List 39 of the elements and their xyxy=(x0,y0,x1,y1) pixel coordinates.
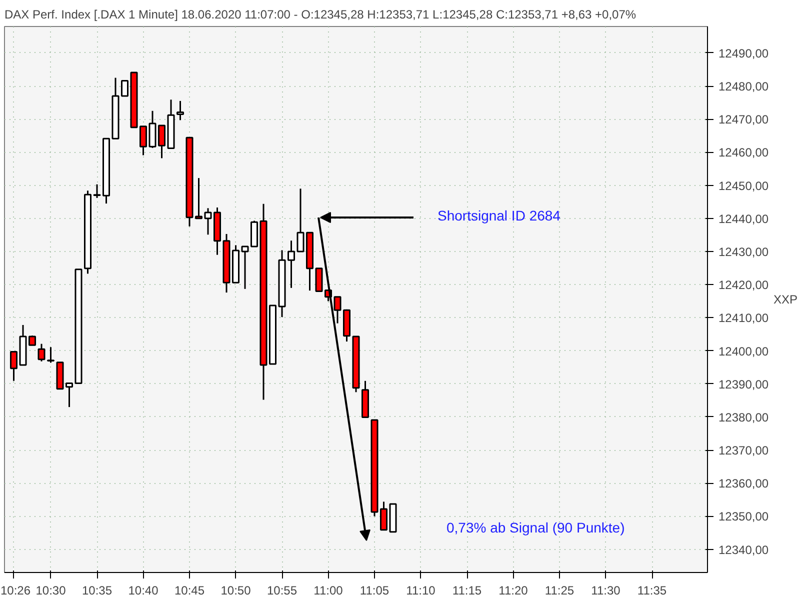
candlestick xyxy=(334,296,342,324)
x-tick-label: 10:35 xyxy=(82,584,112,598)
y-tick-label: 12410,00 xyxy=(718,311,769,326)
x-tick-label: 11:00 xyxy=(314,584,344,598)
y-axis-title: XXP xyxy=(774,292,798,306)
y-tick-label: 12470,00 xyxy=(718,112,769,127)
x-tick-label: 11:15 xyxy=(452,584,482,598)
x-tick-label: 11:25 xyxy=(544,584,574,598)
x-tick-label: 10:50 xyxy=(220,584,252,598)
x-tick-label: 10:26 xyxy=(0,584,31,598)
y-tick-label: 12440,00 xyxy=(718,212,769,226)
y-tick-label: 12350,00 xyxy=(718,510,769,524)
chart-title: DAX Perf. Index [.DAX 1 Minute] 18.06.2020 11:07:00 - O:12345,28 H:12353,71 L:12345,28 C:12353,71 +8,63 +0,07% xyxy=(4,8,636,22)
y-tick-label: 12430,00 xyxy=(718,245,769,260)
y-tick-label: 12400,00 xyxy=(718,344,769,358)
x-tick-label: 11:05 xyxy=(360,584,390,598)
y-tick-label: 12370,00 xyxy=(718,444,769,458)
candlestick xyxy=(38,343,46,362)
y-tick-label: 12450,00 xyxy=(718,178,769,193)
x-tick-label: 11:10 xyxy=(406,584,436,598)
candlestick xyxy=(176,100,184,121)
x-tick-label: 11:35 xyxy=(637,584,667,598)
x-tick-label: 10:45 xyxy=(174,584,205,598)
y-tick-label: 12390,00 xyxy=(718,377,769,392)
y-tick-label: 12340,00 xyxy=(718,542,769,557)
annotation: Shortsignal ID 2684 xyxy=(438,208,561,224)
y-tick-label: 12490,00 xyxy=(718,46,769,60)
x-tick-label: 11:20 xyxy=(498,584,528,598)
x-tick-label: 10:30 xyxy=(36,584,66,598)
y-tick-label: 12380,00 xyxy=(718,410,769,424)
x-tick-label: 10:40 xyxy=(128,584,159,598)
candlestick xyxy=(46,346,55,364)
annotation: 0,73% ab Signal (90 Punkte) xyxy=(446,520,625,536)
x-tick-label: 11:30 xyxy=(591,584,621,598)
y-tick-label: 12460,00 xyxy=(718,146,769,160)
y-tick-label: 12420,00 xyxy=(718,278,769,292)
y-tick-label: 12480,00 xyxy=(718,80,769,94)
y-tick-label: 12360,00 xyxy=(718,476,769,491)
x-tick-label: 10:55 xyxy=(266,584,298,598)
